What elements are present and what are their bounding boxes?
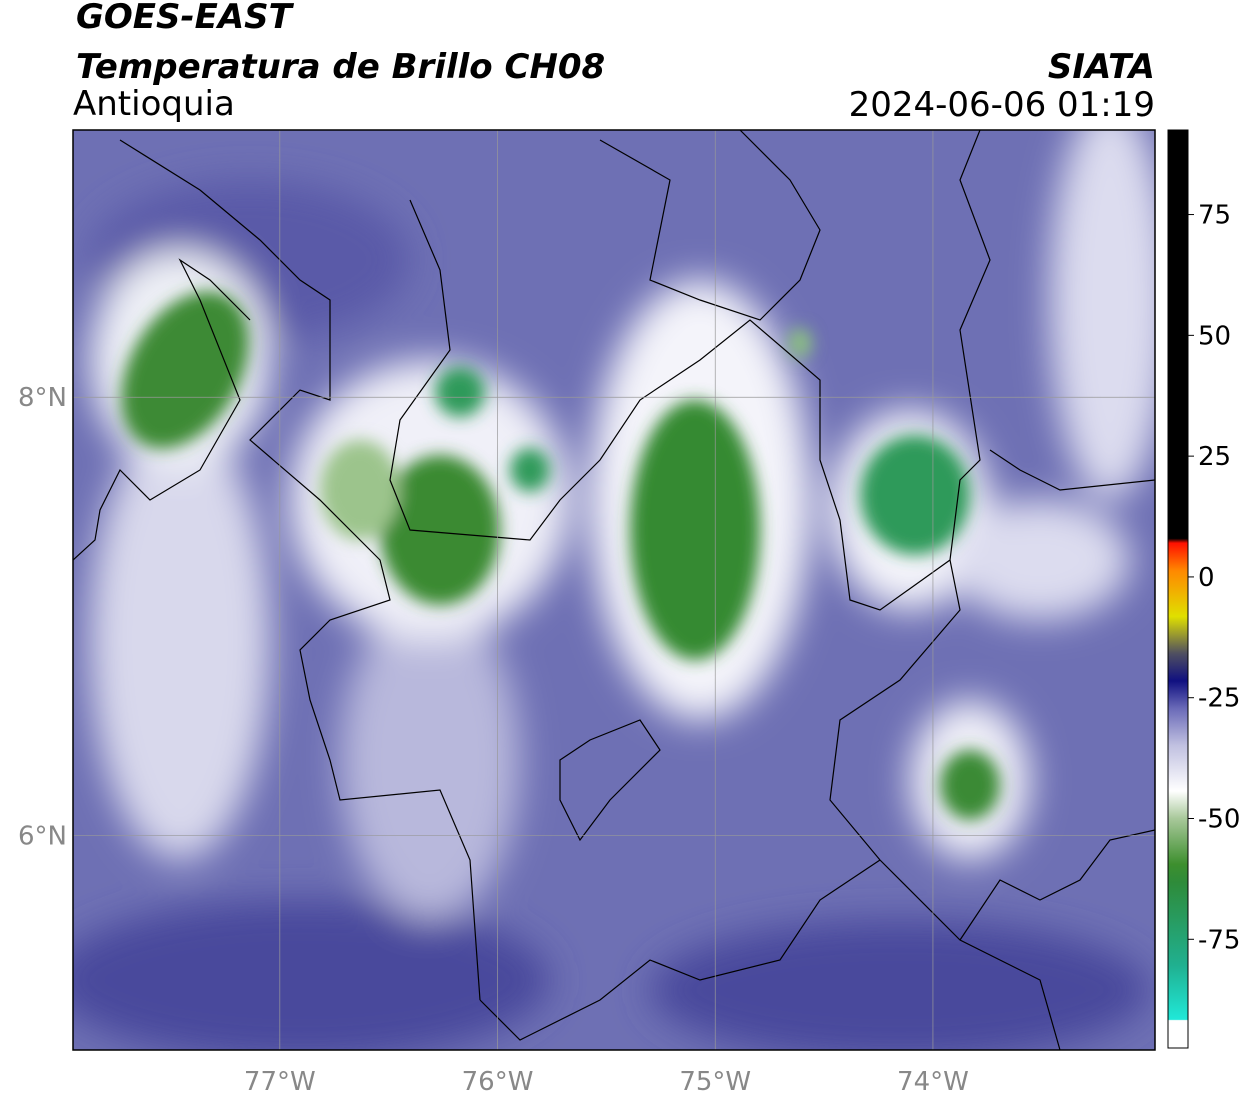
- colorbar-tick-label: 25: [1198, 442, 1231, 472]
- colorbar-tick-label: 75: [1198, 201, 1231, 231]
- colorbar: [1167, 129, 1189, 1049]
- x-tick-label: 76°W: [462, 1067, 534, 1097]
- x-tick-label: 75°W: [679, 1067, 751, 1097]
- x-tick-label: 74°W: [897, 1067, 969, 1097]
- colorbar-tick-label: -75: [1198, 925, 1240, 955]
- borders: [73, 130, 1155, 1050]
- colorbar-tick-label: 0: [1198, 563, 1215, 593]
- y-tick-label: 8°N: [18, 383, 67, 413]
- colorbar-tick-label: -25: [1198, 684, 1240, 714]
- map-frame: [72, 129, 1156, 1051]
- subtitle: Temperatura de Brillo CH08: [76, 47, 605, 87]
- imagery: [73, 130, 1155, 1050]
- colorbar-tick-label: 50: [1198, 321, 1231, 351]
- x-tick-label: 77°W: [244, 1067, 316, 1097]
- region: Antioquia: [73, 84, 235, 124]
- title: GOES-EAST: [76, 0, 295, 37]
- colorbar-tick-label: -50: [1198, 805, 1240, 835]
- source: SIATA: [1048, 47, 1155, 87]
- datetime: 2024-06-06 01:19: [849, 85, 1155, 125]
- y-tick-label: 6°N: [18, 821, 67, 851]
